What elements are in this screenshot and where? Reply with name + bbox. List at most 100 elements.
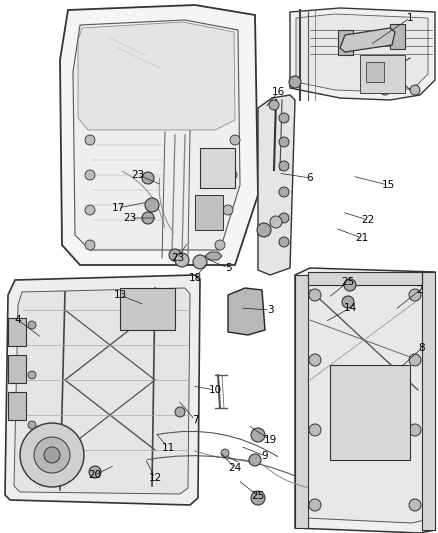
Text: 7: 7 [192,415,198,425]
Polygon shape [205,252,222,260]
Polygon shape [422,272,435,530]
Bar [120,288,175,330]
Polygon shape [14,288,190,494]
Text: 15: 15 [381,180,395,190]
Circle shape [279,113,289,123]
Polygon shape [305,278,425,523]
Circle shape [223,205,233,215]
Circle shape [309,354,321,366]
Circle shape [309,289,321,301]
Text: 13: 13 [113,290,127,300]
Polygon shape [5,275,200,505]
Text: 19: 19 [263,435,277,445]
Text: 25: 25 [341,277,355,287]
Text: 20: 20 [88,470,102,480]
Bar [338,30,353,55]
Polygon shape [308,272,422,285]
Polygon shape [60,5,258,265]
Circle shape [193,255,207,269]
Circle shape [394,29,402,37]
Text: 23: 23 [171,253,185,263]
Circle shape [279,187,289,197]
Circle shape [227,170,237,180]
Polygon shape [78,22,235,130]
Circle shape [257,223,271,237]
Circle shape [409,499,421,511]
Circle shape [409,424,421,436]
Circle shape [270,216,282,228]
Text: 18: 18 [188,273,201,283]
Circle shape [309,499,321,511]
Bar [8,355,26,383]
Polygon shape [296,14,428,92]
Circle shape [342,296,354,308]
Circle shape [85,205,95,215]
Bar [366,62,384,82]
Circle shape [380,85,390,95]
Circle shape [20,423,84,487]
Polygon shape [290,8,435,100]
Polygon shape [340,28,395,52]
Circle shape [279,137,289,147]
Text: 3: 3 [267,305,273,315]
Circle shape [279,213,289,223]
Circle shape [344,279,356,291]
Circle shape [169,249,181,261]
Circle shape [142,212,154,224]
Circle shape [251,491,265,505]
Circle shape [339,34,347,42]
Text: 17: 17 [111,203,125,213]
Polygon shape [295,275,308,528]
Circle shape [279,161,289,171]
Text: 5: 5 [225,263,231,273]
Circle shape [409,354,421,366]
Circle shape [85,135,95,145]
Text: 6: 6 [307,173,313,183]
Circle shape [410,85,420,95]
Polygon shape [295,268,435,533]
Circle shape [44,447,60,463]
Circle shape [409,289,421,301]
Text: 24: 24 [228,463,242,473]
Text: 11: 11 [161,443,175,453]
Text: 8: 8 [419,343,425,353]
Text: 2: 2 [417,285,423,295]
Text: 14: 14 [343,303,357,313]
Circle shape [215,240,225,250]
Circle shape [28,421,36,429]
Circle shape [251,428,265,442]
Bar [330,365,410,460]
Circle shape [249,454,261,466]
Circle shape [175,407,185,417]
Bar [360,55,405,93]
Circle shape [85,170,95,180]
Polygon shape [228,288,265,335]
Circle shape [85,240,95,250]
Polygon shape [73,20,240,250]
Circle shape [230,135,240,145]
Circle shape [34,437,70,473]
Circle shape [309,424,321,436]
Text: 1: 1 [407,13,413,23]
Text: 10: 10 [208,385,222,395]
Bar [390,24,405,49]
Bar [8,392,26,420]
Text: 23: 23 [124,213,137,223]
Polygon shape [258,95,295,275]
Bar [8,318,26,346]
Text: 16: 16 [272,87,285,97]
Circle shape [269,100,279,110]
Text: 25: 25 [251,491,265,501]
Circle shape [28,371,36,379]
Circle shape [89,466,101,478]
Circle shape [28,321,36,329]
Circle shape [175,253,189,267]
Circle shape [289,76,301,88]
Text: 4: 4 [15,315,21,325]
Text: 9: 9 [261,451,268,461]
Bar [195,195,223,230]
Circle shape [221,449,229,457]
Text: 21: 21 [355,233,369,243]
Bar [200,148,235,188]
Text: 12: 12 [148,473,162,483]
